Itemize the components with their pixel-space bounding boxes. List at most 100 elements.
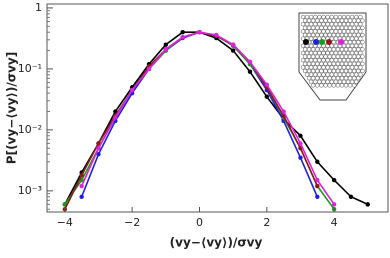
series-line	[64, 31, 335, 210]
disc	[313, 65, 318, 70]
point	[146, 66, 152, 72]
disc	[300, 14, 306, 20]
disc	[317, 22, 322, 27]
disc	[323, 47, 328, 52]
disc	[307, 68, 312, 74]
disc	[343, 18, 349, 23]
disc	[335, 54, 341, 59]
disc	[341, 36, 347, 41]
disc	[313, 72, 318, 77]
disc	[321, 72, 326, 77]
disc	[323, 76, 328, 81]
disc	[350, 36, 355, 41]
disc	[321, 79, 326, 84]
x-tick-label: 0	[196, 216, 203, 229]
disc	[343, 47, 349, 52]
disc	[317, 72, 322, 77]
point	[79, 173, 84, 178]
disc	[345, 65, 351, 70]
disc	[311, 32, 316, 38]
disc	[339, 83, 345, 88]
point	[96, 151, 101, 157]
disc	[341, 43, 347, 48]
disc	[352, 83, 357, 88]
disc	[329, 22, 334, 27]
disc	[315, 47, 320, 52]
disc	[315, 76, 320, 81]
disc	[348, 25, 353, 30]
disc	[315, 83, 320, 88]
disc	[327, 83, 332, 88]
point	[79, 183, 84, 189]
disc	[348, 83, 353, 88]
disc	[341, 79, 347, 84]
disc	[343, 76, 349, 81]
series-group	[62, 29, 371, 212]
disc	[323, 25, 328, 30]
disc	[339, 25, 345, 30]
disc	[352, 61, 357, 66]
point	[315, 183, 320, 189]
disc	[307, 61, 312, 66]
disc	[348, 76, 353, 81]
disc	[358, 22, 363, 27]
disc	[325, 14, 330, 20]
disc	[327, 68, 332, 74]
series-line	[80, 31, 335, 205]
disc	[319, 18, 324, 23]
tracer	[303, 39, 309, 45]
disc	[337, 58, 343, 63]
disc	[343, 61, 349, 66]
disc	[327, 18, 332, 23]
point	[348, 194, 354, 199]
disc	[304, 65, 310, 70]
point	[281, 109, 286, 114]
disc	[300, 29, 306, 34]
point	[113, 109, 118, 114]
disc	[348, 61, 353, 66]
disc	[348, 54, 353, 59]
disc	[317, 58, 322, 63]
disc	[333, 72, 338, 77]
disc	[358, 43, 363, 48]
point	[129, 87, 135, 93]
disc	[329, 43, 334, 48]
disc	[304, 29, 310, 34]
disc	[354, 50, 359, 56]
point	[264, 94, 270, 99]
disc	[325, 65, 330, 70]
disc	[356, 54, 361, 59]
point	[214, 32, 219, 38]
disc	[315, 32, 320, 38]
disc	[319, 47, 324, 52]
disc	[317, 43, 322, 48]
disc	[321, 50, 326, 56]
disc	[356, 68, 361, 74]
disc	[325, 29, 330, 34]
disc	[319, 25, 324, 30]
x-axis-title: (vy−⟨vy⟩)/σvy	[170, 236, 263, 250]
disc	[307, 47, 312, 52]
disc	[331, 68, 336, 74]
disc	[350, 50, 355, 56]
disc	[337, 72, 343, 77]
disc	[360, 54, 365, 59]
disc	[304, 50, 310, 56]
point	[230, 42, 236, 47]
disc	[331, 18, 336, 23]
disc	[339, 32, 345, 38]
disc	[329, 72, 334, 77]
disc	[311, 47, 316, 52]
disc	[304, 22, 310, 27]
disc	[354, 29, 359, 34]
disc	[343, 32, 349, 38]
disc	[304, 58, 310, 63]
disc	[315, 25, 320, 30]
disc	[331, 76, 336, 81]
disc	[325, 58, 330, 63]
disc	[345, 58, 351, 63]
disc	[321, 58, 326, 63]
disc	[343, 68, 349, 74]
disc	[356, 32, 361, 38]
disc	[341, 58, 347, 63]
